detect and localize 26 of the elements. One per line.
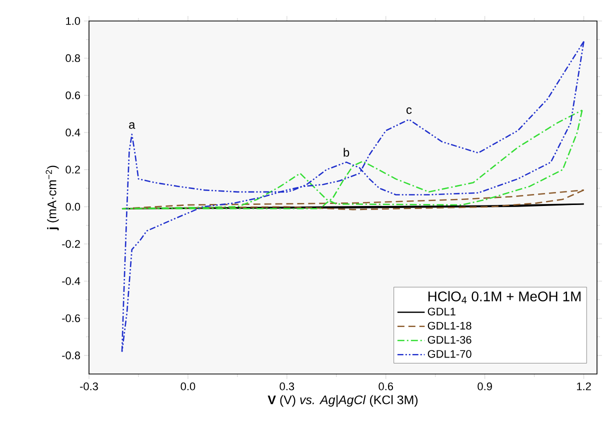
- legend-label: GDL1-18: [428, 322, 472, 330]
- x-tick-label: 0.3: [280, 382, 294, 390]
- x-tick-label: 0.0: [180, 382, 196, 390]
- y-tick-label: 0.2: [66, 166, 80, 174]
- annotation: c: [406, 107, 412, 114]
- legend-title: HClO$_{4}$ 0.1M + MeOH 1M: [428, 291, 581, 304]
- x-tick-label: 0.6: [378, 382, 394, 390]
- annotation: b: [344, 148, 350, 157]
- legend-label: GDL1-36: [428, 336, 472, 344]
- x-tick-label: 1.2: [577, 382, 591, 390]
- x-axis-title: V (V) vs. Ag|AgCl (KCl 3M): [268, 395, 418, 407]
- y-tick-label: 0.8: [66, 54, 80, 62]
- x-tick-label: -0.3: [80, 382, 98, 390]
- annotation: a: [129, 122, 136, 129]
- legend-label: GDL1: [428, 308, 456, 316]
- y-tick-label: -0.8: [62, 352, 80, 360]
- y-tick-label: -0.2: [62, 240, 80, 248]
- y-tick-label: -0.4: [62, 277, 80, 285]
- legend-label: GDL1-70: [428, 350, 472, 358]
- y-tick-label: 0.0: [66, 202, 80, 211]
- y-tick-label: 1.0: [66, 17, 80, 25]
- y-tick-label: 0.4: [66, 128, 80, 136]
- y-tick-label: 0.6: [66, 91, 80, 100]
- y-tick-label: -0.6: [62, 314, 80, 322]
- x-tick-label: 0.9: [478, 382, 492, 390]
- y-axis-title: j (mA·cm$^{−2}$): [46, 166, 59, 230]
